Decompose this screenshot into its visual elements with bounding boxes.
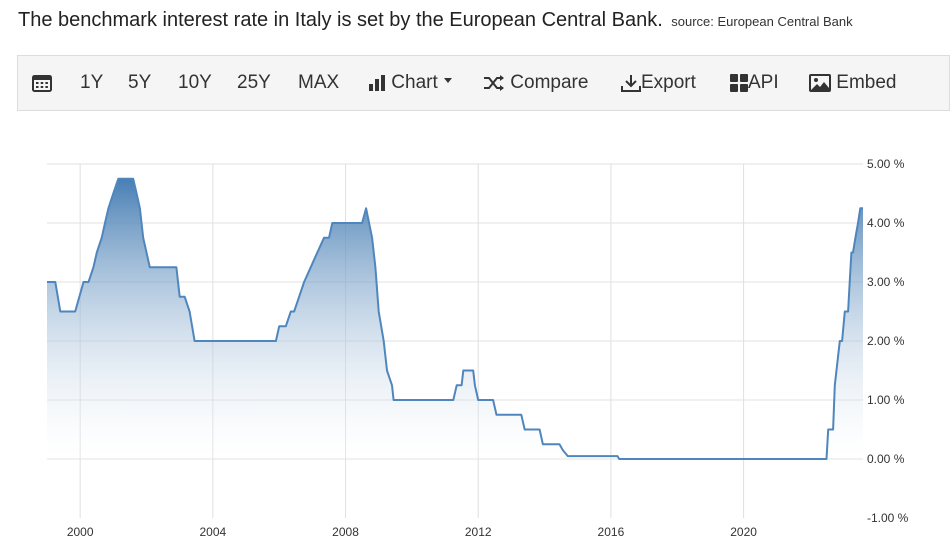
chart-title: The benchmark interest rate in Italy is … — [18, 9, 663, 31]
y-tick-label: -1.00 % — [867, 511, 909, 525]
chart-type-label: Chart — [391, 72, 438, 93]
chart-toolbar: 1Y 5Y 10Y 25Y MAX Chart Compare Export A… — [17, 55, 950, 111]
chart-heading: The benchmark interest rate in Italy is … — [18, 9, 853, 32]
api-label: API — [748, 72, 779, 93]
range-1y-button[interactable]: 1Y — [80, 72, 104, 93]
export-button[interactable]: Export — [621, 56, 696, 110]
chevron-down-icon — [443, 78, 452, 84]
x-tick-label: 2020 — [730, 525, 757, 539]
embed-button[interactable]: Embed — [809, 56, 896, 110]
y-tick-label: 3.00 % — [867, 275, 905, 289]
range-25y-button[interactable]: 25Y — [237, 72, 271, 93]
interest-rate-chart: 5.00 % 4.00 % 3.00 % 2.00 % 1.00 % 0.00 % -1.0… — [47, 157, 909, 539]
source-note: source: European Central Bank — [671, 14, 853, 29]
x-tick-label: 2012 — [465, 525, 492, 539]
range-5y-button[interactable]: 5Y — [128, 72, 152, 93]
image-icon — [809, 73, 831, 92]
y-tick-label: 1.00 % — [867, 393, 905, 407]
bar-chart-icon — [369, 74, 385, 91]
compare-button[interactable]: Compare — [483, 56, 588, 110]
chart-type-button[interactable]: Chart — [368, 56, 452, 110]
shuffle-icon — [484, 74, 504, 91]
export-label: Export — [641, 72, 696, 93]
embed-label: Embed — [836, 72, 897, 93]
calendar-icon[interactable] — [32, 56, 52, 110]
x-tick-label: 2000 — [67, 525, 94, 539]
x-tick-label: 2004 — [200, 525, 227, 539]
y-tick-label: 0.00 % — [867, 452, 905, 466]
x-tick-label: 2016 — [598, 525, 625, 539]
y-tick-label: 5.00 % — [867, 157, 905, 171]
series-area — [47, 178, 863, 460]
compare-label: Compare — [510, 72, 589, 93]
series-line — [47, 177, 863, 460]
chart-area: 5.00 % 4.00 % 3.00 % 2.00 % 1.00 % 0.00 % -1.0… — [0, 130, 952, 547]
grid-icon — [730, 73, 748, 92]
range-10y-button[interactable]: 10Y — [178, 72, 212, 93]
x-tick-label: 2008 — [332, 525, 359, 539]
download-icon — [621, 74, 641, 92]
range-max-button[interactable]: MAX — [298, 72, 340, 93]
y-tick-label: 2.00 % — [867, 334, 905, 348]
y-tick-label: 4.00 % — [867, 216, 905, 230]
api-button[interactable]: API — [730, 56, 779, 110]
